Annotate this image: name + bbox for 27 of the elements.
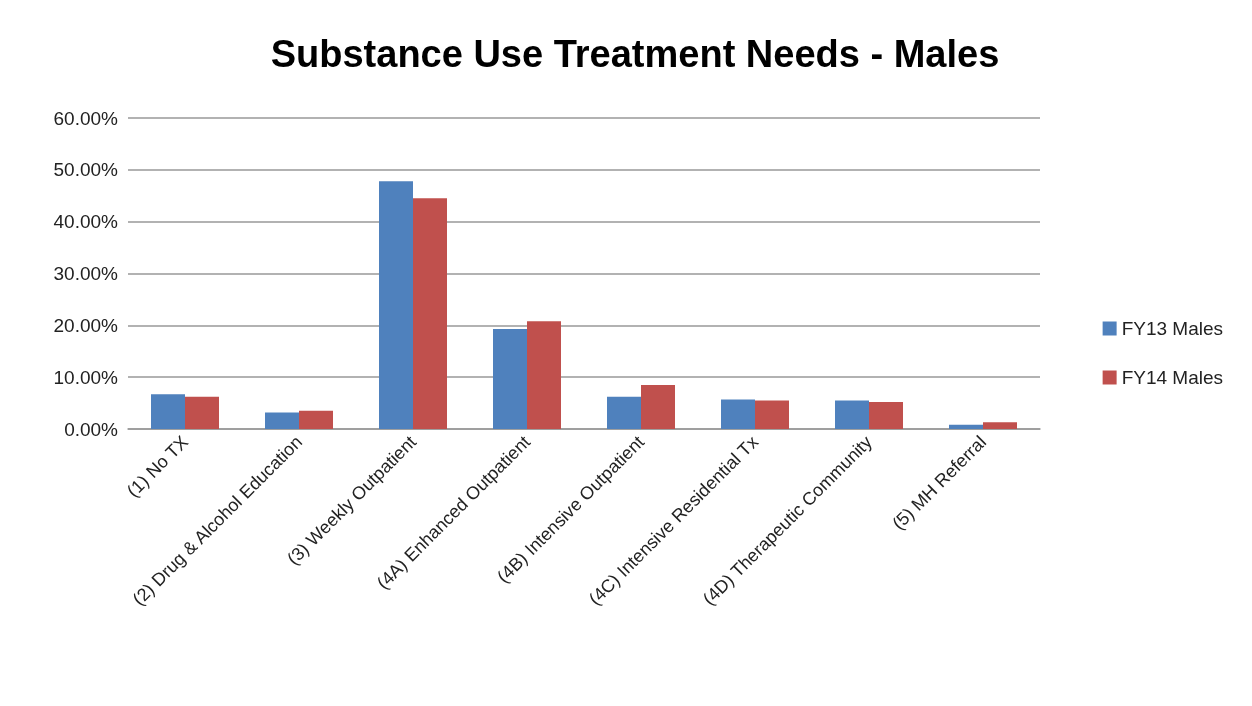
legend-label: FY14 Males xyxy=(1121,367,1223,388)
chart-title: Substance Use Treatment Needs - Males xyxy=(270,33,1000,75)
bar xyxy=(151,394,185,429)
bar xyxy=(721,399,755,429)
bar xyxy=(299,410,333,429)
bar xyxy=(379,181,413,429)
y-tick-label: 60.00% xyxy=(53,107,119,129)
bar xyxy=(527,321,561,429)
y-tick-label: 30.00% xyxy=(53,263,119,284)
y-tick-label: 0.00% xyxy=(64,418,119,440)
bar xyxy=(493,328,527,429)
bar xyxy=(265,412,299,429)
x-tick-label: (1) No TX xyxy=(123,431,193,501)
bar xyxy=(185,396,219,429)
bar xyxy=(755,400,789,429)
y-tick-label: 10.00% xyxy=(53,366,119,388)
bar xyxy=(413,198,447,429)
bar xyxy=(869,402,903,429)
bar xyxy=(641,384,675,429)
bar xyxy=(607,396,641,429)
y-tick-label: 40.00% xyxy=(53,211,119,233)
legend-label: FY13 Males xyxy=(1121,318,1223,339)
bar xyxy=(835,400,869,429)
bar xyxy=(949,424,983,429)
bar xyxy=(983,422,1017,429)
y-tick-label: 20.00% xyxy=(53,314,119,336)
y-tick-label: 50.00% xyxy=(53,159,119,181)
